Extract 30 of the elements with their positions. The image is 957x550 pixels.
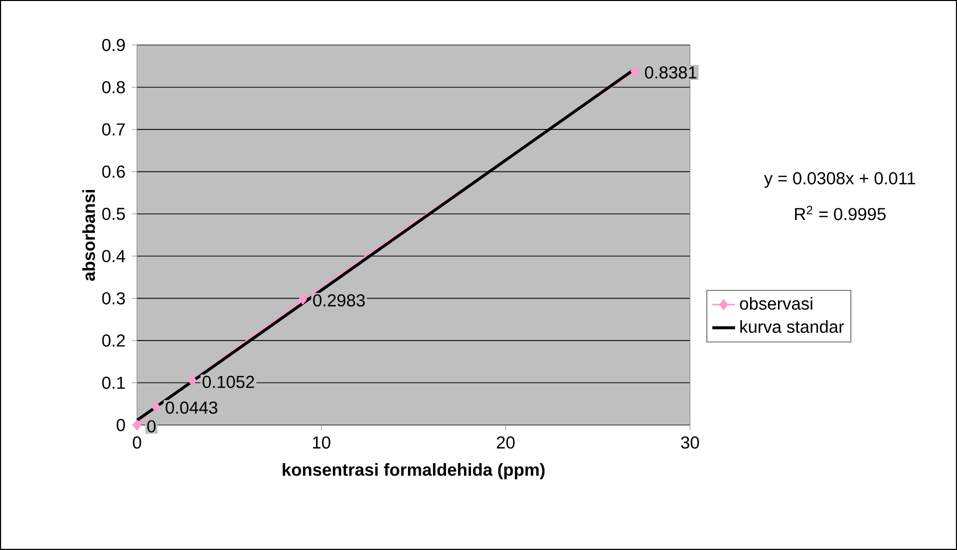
y-tick-label: 0.3 xyxy=(102,292,125,304)
x-axis-title: konsentrasi formaldehida (ppm) xyxy=(282,463,545,480)
y-tick-label: 0.6 xyxy=(102,166,125,178)
y-tick-label: 0.1 xyxy=(102,376,125,389)
y-tick-label: 0.7 xyxy=(102,123,125,136)
y-axis-title: absorbansi xyxy=(82,190,96,281)
y-tick-label: 0.9 xyxy=(102,38,125,52)
point xyxy=(151,400,160,412)
data-label: 0.2983 xyxy=(313,294,365,307)
text: y = 0.0308x + 0.011 xyxy=(764,172,916,188)
data-label: 0.1052 xyxy=(202,376,254,388)
y-tick-label: 0.8 xyxy=(102,81,125,94)
point xyxy=(298,294,308,304)
data-label: 0 xyxy=(147,420,156,432)
point xyxy=(132,420,142,430)
y-tick-label: 0 xyxy=(116,418,125,432)
point xyxy=(188,375,197,386)
y-tick-label: 0.5 xyxy=(102,208,125,220)
x-tick-label: 20 xyxy=(496,436,515,449)
point xyxy=(630,66,639,77)
legend-label: observasi xyxy=(740,297,812,310)
legend-label: kurva standar xyxy=(740,320,844,333)
text: R$^{2}$ = 0.9995 xyxy=(795,206,886,220)
x-tick-label: 10 xyxy=(313,436,330,449)
data-label: 0.0443 xyxy=(166,401,218,414)
x-tick-label: 0 xyxy=(132,436,142,449)
data-label: 0.8381 xyxy=(644,66,696,79)
y-tick-label: 0.4 xyxy=(102,250,126,262)
x-tick-label: 30 xyxy=(681,436,699,449)
y-tick-label: 0.2 xyxy=(102,334,125,347)
